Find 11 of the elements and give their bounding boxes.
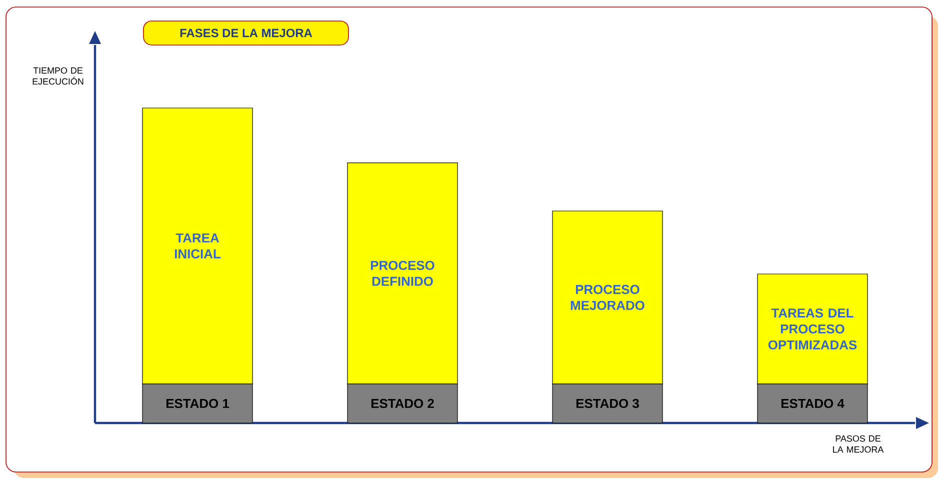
x-tick-label: ESTADO 2 (371, 398, 434, 408)
x-axis-title: PASOS DE LA MEJORA (833, 435, 884, 453)
x-tick-label: ESTADO 3 (576, 398, 639, 408)
y-axis-title: TIEMPO DE EJECUCIÓN (32, 67, 84, 85)
annotation: TAREA INICIAL (174, 233, 220, 258)
annotation: PROCESO DEFINIDO (370, 260, 434, 286)
annotation: PROCESO MEJORADO (570, 284, 644, 310)
x-tick-label: ESTADO 4 (781, 398, 844, 408)
chart-title: FASES DE LA MEJORA (180, 28, 312, 38)
x-tick-label: ESTADO 1 (166, 398, 230, 408)
annotation: TAREAS DEL PROCESO OPTIMIZADAS (768, 308, 857, 350)
